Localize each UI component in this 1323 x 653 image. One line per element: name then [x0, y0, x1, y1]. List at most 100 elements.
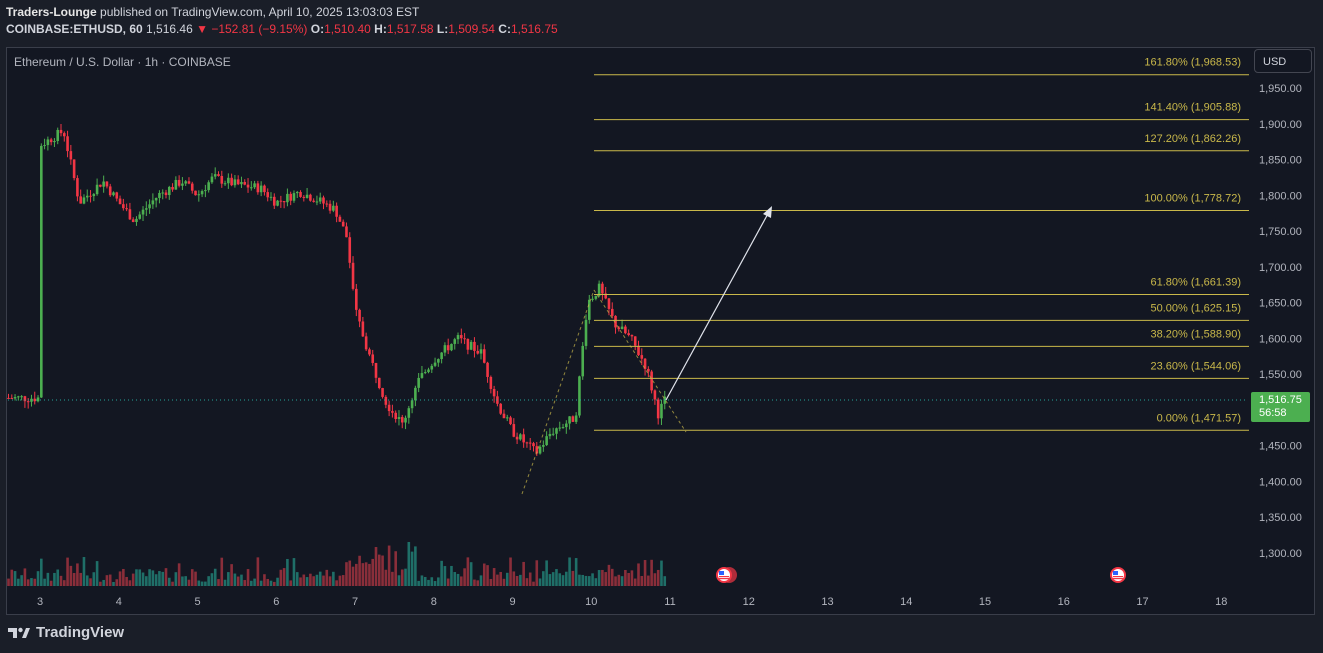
candle-body [407, 408, 411, 418]
volume-bar [482, 563, 486, 586]
projection-arrow-head [763, 206, 772, 218]
candle-body [345, 226, 348, 238]
candle-body [647, 368, 650, 372]
volume-bar [548, 574, 552, 586]
candle-body [558, 427, 562, 429]
low-value: 1,509.54 [448, 22, 495, 36]
candle-body [167, 186, 171, 196]
volume-bar [450, 565, 453, 586]
volume-bar [135, 569, 138, 586]
volume-bar [250, 580, 253, 586]
candle-body [364, 336, 368, 350]
candle-body [194, 190, 197, 196]
candle-body [174, 179, 178, 190]
volume-bar [164, 568, 168, 586]
candle-body [292, 193, 296, 201]
candle-body [397, 417, 401, 419]
candle-body [561, 427, 565, 429]
publisher-name[interactable]: Traders-Lounge [6, 5, 97, 19]
candle-body [82, 197, 86, 204]
fib-level-label: 23.60% (1,544.06) [1150, 360, 1241, 372]
candle-body [414, 387, 417, 401]
volume-bar [437, 577, 440, 586]
candle-body [184, 181, 187, 184]
current-price-tag-countdown: 56:58 [1259, 407, 1287, 419]
volume-bar [89, 578, 92, 586]
candle-body [581, 345, 585, 377]
candle-body [578, 376, 581, 416]
volume-bar [414, 546, 417, 586]
volume-bar [496, 574, 499, 586]
price-axis-label: 1,300.00 [1259, 548, 1302, 560]
volume-bar [302, 574, 306, 586]
fib-anchor-line [521, 289, 595, 495]
volume-bar [443, 566, 447, 586]
volume-bar [394, 551, 397, 586]
candle-body [33, 398, 37, 402]
volume-bar [430, 577, 434, 586]
candle-body [246, 184, 250, 188]
price-axis-label: 1,750.00 [1259, 226, 1302, 238]
volume-bar [374, 547, 378, 586]
volume-bar [246, 569, 250, 586]
candle-body [23, 396, 27, 402]
volume-bar [115, 579, 119, 586]
volume-bar [82, 557, 86, 586]
volume-bar [519, 574, 522, 586]
open-value: 1,510.40 [324, 22, 371, 36]
candle-body [46, 139, 50, 146]
candle-body [49, 139, 53, 143]
volume-bar [463, 568, 466, 586]
volume-bar [456, 573, 460, 586]
volume-bar [40, 558, 43, 586]
volume-bar [397, 575, 401, 586]
volume-bar [620, 576, 624, 586]
chart-symbol-title[interactable]: Ethereum / U.S. Dollar · 1h · COINBASE [14, 55, 231, 69]
volume-bar [650, 559, 653, 586]
volume-bar [243, 580, 247, 586]
tradingview-brand[interactable]: TradingView [8, 624, 124, 641]
candle-body [351, 262, 355, 289]
high-value: 1,517.58 [386, 22, 434, 36]
volume-bar [381, 555, 384, 586]
chart-pane[interactable] [6, 47, 1315, 615]
volume-bar [236, 576, 240, 586]
candle-body [568, 416, 571, 424]
candle-body [223, 183, 227, 185]
volume-bar [223, 579, 227, 586]
volume-bar [102, 579, 105, 586]
volume-bar [53, 572, 56, 586]
candle-body [377, 377, 381, 389]
candle-body [210, 176, 214, 183]
volume-bar [656, 569, 660, 586]
volume-bar [227, 572, 230, 586]
candle-body [469, 341, 473, 350]
candle-body [118, 198, 122, 205]
candle-body [597, 283, 601, 296]
candle-body [154, 197, 158, 201]
candle-body [624, 326, 627, 334]
volume-bar [335, 580, 338, 586]
volume-bar [259, 580, 263, 586]
candle-body [584, 319, 588, 346]
time-axis-label: 11 [664, 596, 675, 608]
volume-bar [213, 568, 217, 586]
volume-bar [184, 576, 187, 586]
volume-bar [174, 572, 178, 586]
volume-bar [420, 575, 424, 586]
volume-bar [433, 581, 437, 586]
candle-body [456, 335, 460, 340]
volume-bar [417, 580, 420, 586]
time-axis-label: 6 [273, 596, 279, 608]
volume-bar [148, 569, 151, 586]
volume-bar [535, 560, 539, 586]
candle-body [95, 184, 99, 195]
candle-body [207, 182, 210, 191]
candle-body [128, 209, 132, 220]
volume-bar [624, 569, 627, 586]
currency-button[interactable]: USD [1254, 49, 1312, 73]
candle-body [374, 362, 378, 378]
volume-bar [364, 562, 368, 586]
time-axis-label: 17 [1136, 596, 1148, 608]
